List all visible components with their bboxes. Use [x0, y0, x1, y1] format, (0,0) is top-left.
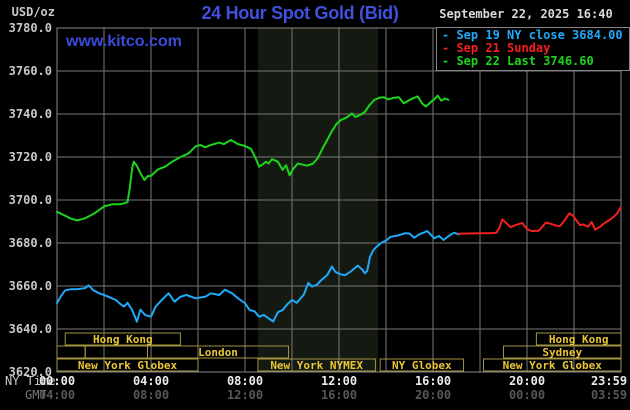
y-tick-label: 3640.0: [8, 322, 52, 336]
y-axis-units-label: USD/oz: [11, 5, 55, 19]
session-box: [56, 345, 86, 359]
gmt-tick-label: 12:00: [226, 388, 264, 402]
session-box: [84, 345, 148, 359]
chart-title: 24 Hour Spot Gold (Bid): [201, 3, 399, 23]
x-axis-row2-label: GMT: [25, 388, 47, 402]
y-tick-label: 3660.0: [8, 279, 52, 293]
x-axis-row1-label: NY Time: [5, 374, 56, 388]
legend-item: - Sep 22 Last 3746.60: [442, 54, 594, 68]
legend-item: - Sep 19 NY close 3684.00: [442, 28, 623, 42]
session-box: [503, 345, 622, 359]
y-tick-label: 3760.0: [8, 64, 52, 78]
ny-time-tick-label: 20:00: [508, 374, 546, 388]
ny-time-tick-label: 04:00: [132, 374, 170, 388]
session-box: [64, 332, 181, 346]
legend-item: - Sep 21 Sunday: [442, 41, 551, 55]
session-box: [379, 358, 465, 372]
y-tick-label: 3720.0: [8, 150, 52, 164]
ny-time-tick-label: 08:00: [226, 374, 264, 388]
session-label: Hong Kong: [93, 333, 153, 346]
gmt-tick-label: 04:00: [38, 388, 76, 402]
ny-time-tick-label: 23:59: [590, 374, 628, 388]
session-box: [56, 358, 199, 372]
y-tick-label: 3780.0: [8, 21, 52, 35]
plot-border: [56, 27, 622, 373]
session-box: [146, 345, 289, 359]
ny-time-tick-label: 00:00: [38, 374, 76, 388]
chart-datetime: September 22, 2025 16:40: [439, 7, 613, 21]
session-label: London: [198, 346, 238, 359]
session-box: [257, 358, 376, 372]
series-line-sep-21-sunday: [457, 206, 622, 235]
session-label: New York Globex: [503, 359, 603, 372]
gmt-tick-label: 08:00: [132, 388, 170, 402]
y-tick-label: 3680.0: [8, 236, 52, 250]
y-tick-label: 3740.0: [8, 107, 52, 121]
session-label: New York NYMEX: [270, 359, 363, 372]
legend-box: - Sep 19 NY close 3684.00- Sep 21 Sunday…: [436, 27, 630, 71]
session-label: Hong Kong: [549, 333, 609, 346]
session-label: NY Globex: [392, 359, 452, 372]
session-box: [535, 332, 622, 346]
gmt-tick-label: 16:00: [320, 388, 358, 402]
gmt-tick-label: 20:00: [414, 388, 452, 402]
ny-time-tick-label: 16:00: [414, 374, 452, 388]
ny-time-tick-label: 12:00: [320, 374, 358, 388]
session-label: Sydney: [542, 346, 582, 359]
gmt-tick-label: 00:00: [508, 388, 546, 402]
y-tick-label: 3700.0: [8, 193, 52, 207]
session-box: [483, 358, 622, 372]
session-label: New York Globex: [78, 359, 178, 372]
gmt-tick-label: 03:59: [590, 388, 628, 402]
y-tick-label: 3620.0: [8, 365, 52, 379]
series-line-sep-22-last: [56, 94, 450, 222]
kitco-watermark-link[interactable]: www.kitco.com: [66, 33, 182, 50]
series-line-sep-19-ny-close: [56, 230, 460, 323]
